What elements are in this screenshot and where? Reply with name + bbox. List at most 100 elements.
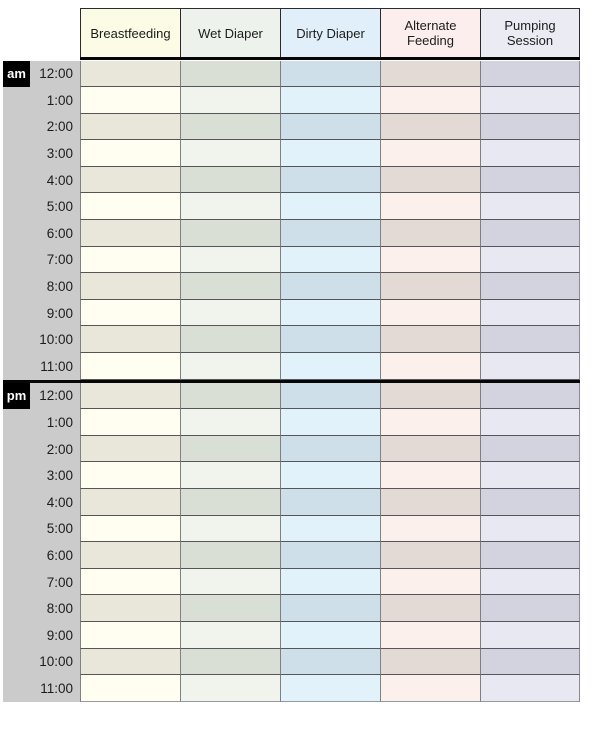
time-cell: 11:00 [3,675,80,702]
log-cell-breastfeeding [80,353,180,380]
log-cell-wet-diaper [180,299,280,327]
time-cell: 8:00 [3,273,80,300]
log-cell-wet-diaper [180,113,280,141]
time-label: 5:00 [46,521,73,537]
time-label: 11:00 [40,358,73,374]
table-row: 5:00 [3,193,580,221]
table-row: 6:00 [3,542,580,569]
log-cell-dirty-diaper [280,193,380,221]
log-cell-dirty-diaper [280,675,380,702]
time-cell: 10:00 [3,648,80,676]
log-cell-breastfeeding [80,542,180,569]
log-cell-breastfeeding [80,515,180,543]
log-cell-pumping-session [480,273,580,300]
log-cell-pumping-session [480,326,580,354]
log-cell-wet-diaper [180,353,280,380]
log-cell-pumping-session [480,140,580,167]
time-cell: 1:00 [3,409,80,436]
log-cell-pumping-session [480,60,580,88]
time-label: 3:00 [46,146,73,162]
time-cell: 2:00 [3,435,80,463]
time-label: 9:00 [46,305,73,321]
log-cell-dirty-diaper [280,60,380,88]
log-cell-pumping-session [480,568,580,596]
pm-section: 12:00 pm 1:00 2:00 [3,379,580,702]
log-cell-dirty-diaper [280,435,380,463]
time-label: 12:00 [39,66,73,82]
time-label: 3:00 [46,468,73,484]
time-cell: 2:00 [3,113,80,141]
log-cell-wet-diaper [180,621,280,649]
log-cell-pumping-session [480,621,580,649]
log-cell-alternate-feeding [380,87,480,114]
log-cell-pumping-session [480,462,580,489]
log-cell-pumping-session [480,166,580,194]
log-cell-alternate-feeding [380,353,480,380]
log-cell-alternate-feeding [380,299,480,327]
log-cell-dirty-diaper [280,542,380,569]
table-row: 4:00 [3,489,580,516]
log-cell-breastfeeding [80,273,180,300]
log-cell-dirty-diaper [280,166,380,194]
log-cell-dirty-diaper [280,299,380,327]
log-cell-wet-diaper [180,515,280,543]
log-cell-breastfeeding [80,675,180,702]
log-cell-wet-diaper [180,87,280,114]
time-cell: 6:00 [3,542,80,569]
log-cell-wet-diaper [180,382,280,410]
log-cell-dirty-diaper [280,382,380,410]
time-cell: 4:00 [3,489,80,516]
log-cell-pumping-session [480,542,580,569]
log-cell-dirty-diaper [280,595,380,622]
log-cell-dirty-diaper [280,246,380,274]
time-cell: 6:00 [3,220,80,247]
table-row: 8:00 [3,273,580,300]
log-cell-dirty-diaper [280,409,380,436]
log-cell-wet-diaper [180,409,280,436]
table-row: 3:00 [3,140,580,167]
column-header-wet-diaper: Wet Diaper [180,8,280,57]
log-cell-wet-diaper [180,542,280,569]
pm-badge: pm [3,382,30,410]
log-cell-pumping-session [480,382,580,410]
log-cell-pumping-session [480,515,580,543]
log-cell-wet-diaper [180,140,280,167]
time-label: 2:00 [46,119,73,135]
time-cell: 9:00 [3,299,80,327]
log-cell-breastfeeding [80,166,180,194]
log-cell-breastfeeding [80,113,180,141]
log-cell-wet-diaper [180,60,280,88]
log-cell-wet-diaper [180,648,280,676]
time-label: 5:00 [46,199,73,215]
time-cell: 3:00 [3,462,80,489]
time-cell: 10:00 [3,326,80,354]
time-label: 1:00 [46,415,73,431]
log-cell-wet-diaper [180,166,280,194]
log-cell-dirty-diaper [280,462,380,489]
table-row: 12:00 pm [3,382,580,410]
log-cell-alternate-feeding [380,246,480,274]
time-cell: 5:00 [3,193,80,221]
log-cell-wet-diaper [180,595,280,622]
time-cell: 12:00 pm [3,382,80,410]
log-cell-alternate-feeding [380,675,480,702]
time-cell: 5:00 [3,515,80,543]
log-cell-alternate-feeding [380,193,480,221]
time-grid: 12:00 am 1:00 2:00 [3,60,580,702]
log-cell-dirty-diaper [280,568,380,596]
log-cell-alternate-feeding [380,326,480,354]
log-cell-breastfeeding [80,621,180,649]
log-cell-dirty-diaper [280,220,380,247]
log-cell-breastfeeding [80,220,180,247]
time-cell: 7:00 [3,246,80,274]
log-cell-pumping-session [480,675,580,702]
log-cell-pumping-session [480,435,580,463]
log-cell-wet-diaper [180,675,280,702]
log-cell-breastfeeding [80,409,180,436]
log-cell-alternate-feeding [380,60,480,88]
log-cell-breastfeeding [80,140,180,167]
log-cell-alternate-feeding [380,435,480,463]
log-cell-dirty-diaper [280,515,380,543]
time-label: 6:00 [46,225,73,241]
table-row: 10:00 [3,326,580,354]
